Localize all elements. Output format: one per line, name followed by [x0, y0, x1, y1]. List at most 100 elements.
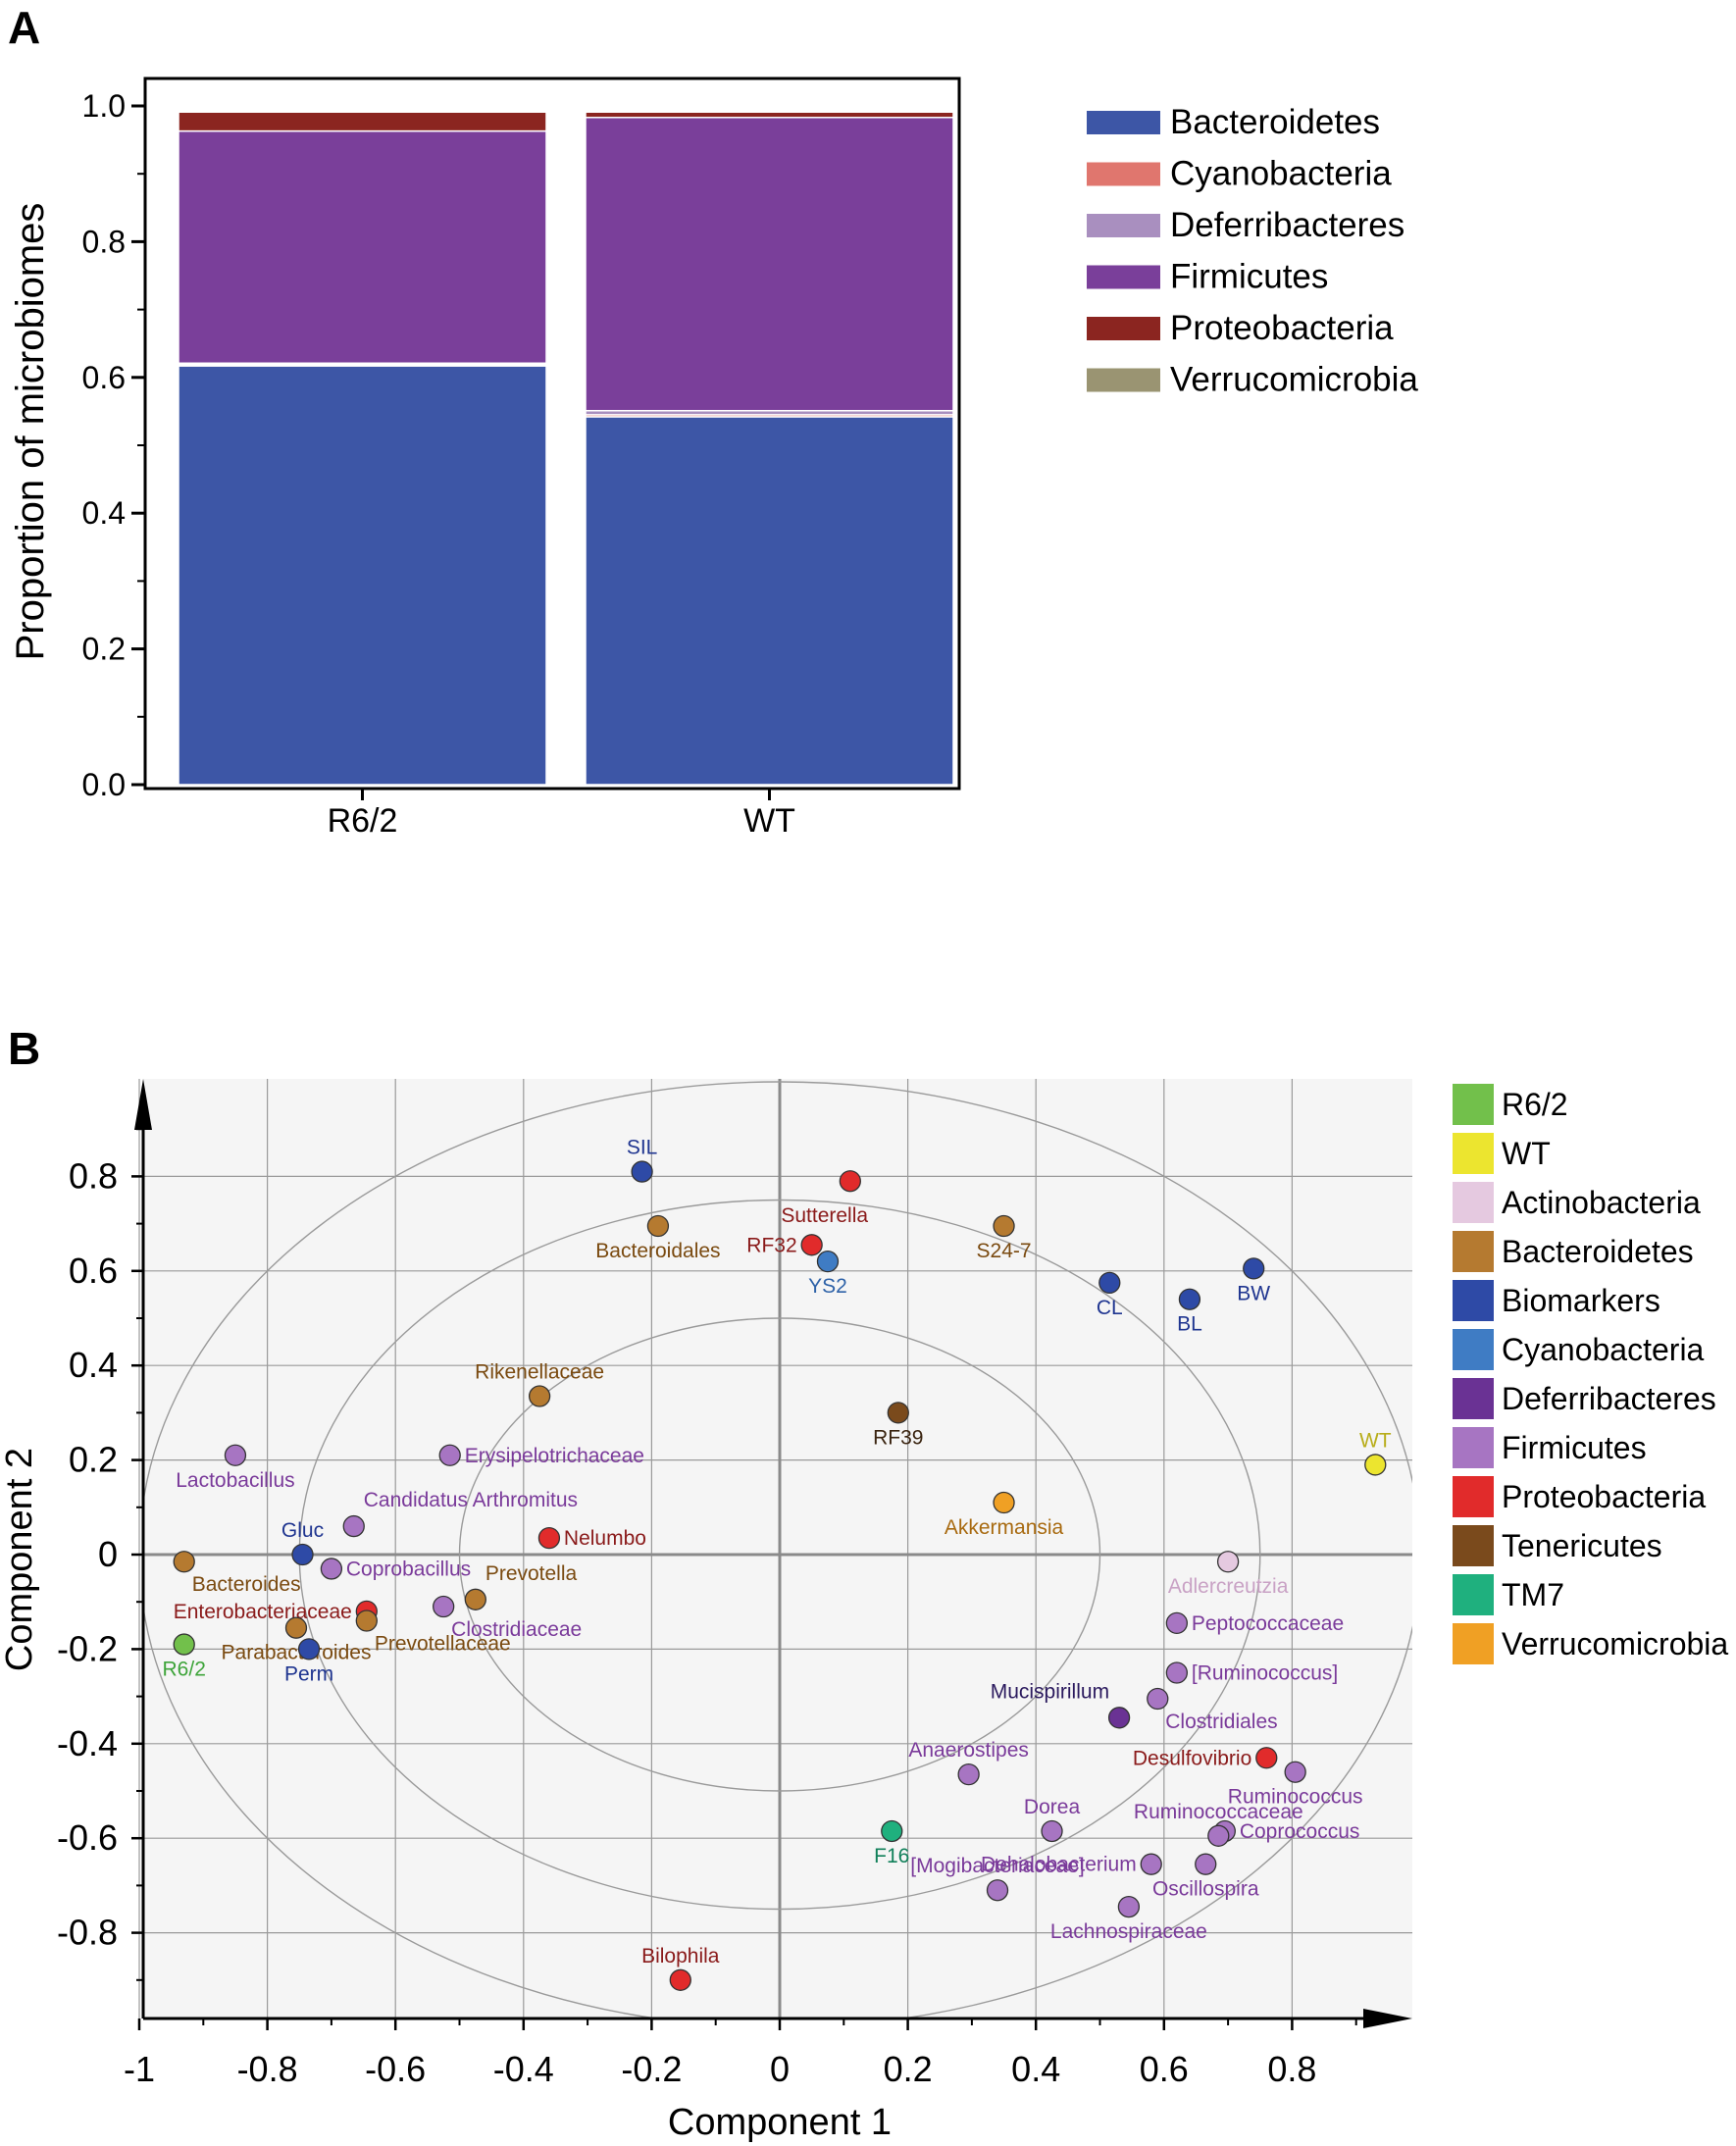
x-tick-label: 0.8	[1267, 2049, 1316, 2089]
x-tick-label: 0.4	[1011, 2049, 1060, 2089]
point-label: Prevotellaceae	[375, 1632, 511, 1655]
y-tick-label: 0.4	[69, 1345, 118, 1385]
data-point	[816, 1251, 840, 1273]
legend-label: Firmicutes	[1502, 1430, 1647, 1465]
legend-swatch	[1087, 368, 1160, 392]
y-tick-label: 0	[98, 1534, 118, 1574]
point-label: Oscillospira	[1152, 1878, 1259, 1901]
data-point	[1195, 1853, 1217, 1875]
point-label: BL	[1177, 1313, 1202, 1336]
data-point	[1098, 1271, 1121, 1294]
legend-swatch	[1087, 214, 1160, 237]
data-point	[1107, 1707, 1131, 1729]
data-point	[173, 1551, 195, 1573]
x-tick-label: -0.2	[621, 2049, 682, 2089]
point-label: S24-7	[977, 1240, 1032, 1262]
x-tick-label: -0.6	[365, 2049, 426, 2089]
data-point	[320, 1558, 343, 1580]
data-point	[957, 1763, 980, 1786]
panel-a-bars	[178, 110, 954, 786]
y-tick-label: -0.2	[57, 1628, 118, 1668]
data-point	[669, 1968, 691, 1991]
data-point	[1140, 1853, 1162, 1875]
x-tick-label: 0	[770, 2049, 790, 2089]
bar-segment	[585, 416, 954, 786]
point-label: RF32	[746, 1234, 796, 1256]
legend-label: Proteobacteria	[1170, 309, 1394, 347]
y-tick-label: 0.6	[69, 1251, 118, 1291]
y-tick-label: 0.2	[69, 1440, 118, 1480]
legend-label: Proteobacteria	[1502, 1479, 1706, 1514]
legend-swatch	[1453, 1231, 1494, 1272]
x-tick-label: -1	[124, 2049, 155, 2089]
data-point	[1243, 1257, 1265, 1280]
point-label: Clostridiaceae	[451, 1618, 582, 1641]
point-label: [Mogibacteriaceae]	[910, 1855, 1084, 1877]
legend-label: Verrucomicrobia	[1502, 1626, 1728, 1661]
point-label: [Ruminococcus]	[1192, 1662, 1338, 1685]
data-point	[1364, 1454, 1387, 1476]
point-label: Peptococcaceae	[1192, 1612, 1344, 1635]
legend-swatch	[1453, 1378, 1494, 1419]
legend-label: Verrucomicrobia	[1170, 361, 1418, 399]
point-label: BW	[1237, 1282, 1270, 1304]
y-tick-label: -0.6	[57, 1817, 118, 1858]
data-point	[438, 1444, 461, 1466]
point-label: Parabacteroides	[222, 1642, 372, 1664]
point-label: Bacteroides	[192, 1573, 301, 1596]
point-label: Bacteroidales	[595, 1240, 720, 1262]
bar-segment	[178, 129, 547, 365]
data-point	[1117, 1895, 1141, 1918]
data-point	[1147, 1687, 1169, 1711]
data-point	[342, 1514, 365, 1538]
x-tick-label: 0.6	[1140, 2049, 1189, 2089]
point-label: Desulfovibrio	[1133, 1747, 1251, 1769]
legend-swatch	[1087, 162, 1160, 186]
bar-segment	[585, 110, 954, 113]
panel-a-y-ticks: 0.0 0.2 0.4 0.6 0.8 1.0	[82, 88, 145, 802]
data-point	[464, 1588, 486, 1610]
panel-b-points: SIL Sutterella Bacteroidales S24-7 RF32 YS2 BW…	[163, 1137, 1392, 1991]
point-label: RF39	[873, 1426, 923, 1449]
point-label: Prevotella	[485, 1562, 578, 1585]
data-point	[284, 1616, 308, 1639]
bar-segment	[178, 111, 547, 132]
legend-label: Biomarkers	[1502, 1283, 1660, 1318]
point-label: WT	[1359, 1429, 1392, 1452]
point-label: Mucispirillum	[991, 1680, 1109, 1703]
legend-swatch	[1087, 111, 1160, 134]
bar-segment	[585, 117, 954, 412]
data-point	[224, 1444, 247, 1466]
panel-b-x-ticks: -1 -0.8 -0.6 -0.4 -0.2 0 0.2 0.4 0.6 0.8	[124, 2018, 1357, 2089]
point-label: Clostridiales	[1165, 1711, 1277, 1733]
x-tick-label: R6/2	[328, 802, 398, 840]
point-label: F16	[874, 1845, 909, 1867]
legend-swatch	[1453, 1525, 1494, 1566]
data-point	[993, 1491, 1015, 1514]
point-label: Coprobacillus	[346, 1558, 471, 1580]
legend-label: Firmicutes	[1170, 258, 1328, 296]
data-point	[1041, 1819, 1063, 1843]
data-point	[839, 1170, 861, 1193]
point-label: R6/2	[163, 1659, 206, 1681]
data-point	[1216, 1551, 1240, 1573]
x-tick-label: -0.4	[493, 2049, 554, 2089]
data-point	[993, 1214, 1015, 1238]
data-point	[291, 1543, 314, 1566]
panel-a: A Proportion of microbiomes 0.0 0.2 0.4 0.6…	[8, 2, 1418, 840]
legend-label: TM7	[1502, 1577, 1564, 1612]
data-point	[800, 1234, 823, 1256]
legend-label: Bacteroidetes	[1502, 1234, 1694, 1269]
bar-segment	[178, 110, 547, 113]
y-tick-label: -0.4	[57, 1723, 118, 1763]
correlation-circle	[458, 1317, 1101, 1792]
point-label: Erysipelotrichaceae	[465, 1445, 644, 1467]
legend-swatch	[1453, 1623, 1494, 1664]
panel-b-grid	[138, 1079, 1412, 2018]
panel-a-y-axis-label: Proportion of microbiomes	[9, 203, 52, 661]
panel-a-plot-frame	[143, 77, 961, 791]
data-point	[355, 1610, 378, 1632]
legend-swatch	[1087, 265, 1160, 289]
point-label: Bilophila	[641, 1945, 720, 1967]
panel-b-x-axis-label: Component 1	[668, 2102, 892, 2143]
